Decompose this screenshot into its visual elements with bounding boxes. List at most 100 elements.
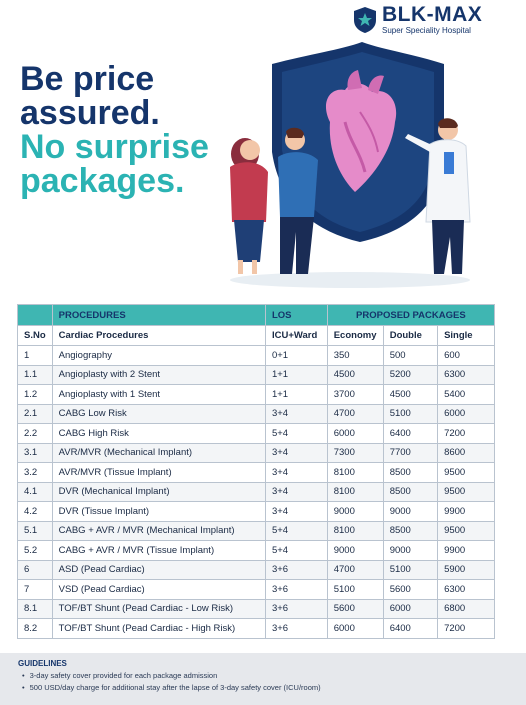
header-los: LOS (264, 304, 328, 326)
cell-los: 3+4 (264, 403, 328, 424)
cell-economy: 6000 (326, 618, 384, 639)
cell-economy: 8100 (326, 462, 384, 483)
col-sno: S.No (17, 325, 53, 346)
cell-los: 3+6 (264, 598, 328, 619)
cell-single: 9900 (437, 540, 495, 561)
cell-sno: 4.1 (17, 481, 53, 502)
table-row: 3.2 AVR/MVR (Tissue Implant) 3+4 8100 8500 95… (17, 462, 495, 483)
cell-economy: 7300 (326, 442, 384, 463)
cell-double: 6400 (382, 423, 439, 444)
table-row: 8.1 TOF/BT Shunt (Pead Cardiac - Low Risk… (17, 598, 495, 619)
table-row: 6 ASD (Pead Cardiac) 3+6 4700 5100 5900 (17, 559, 495, 580)
table-row: 7 VSD (Pead Cardiac) 3+6 5100 5600 6300 (17, 579, 495, 600)
cell-procedure: Angiography (51, 345, 266, 366)
col-procedure: Cardiac Procedures (51, 325, 266, 346)
cell-los: 3+6 (264, 579, 328, 600)
cell-economy: 9000 (326, 501, 384, 522)
cell-economy: 3700 (326, 384, 384, 405)
cell-single: 7200 (437, 423, 495, 444)
cell-procedure: CABG Low Risk (51, 403, 266, 424)
guideline-item: 500 USD/day charge for additional stay a… (18, 682, 508, 694)
cell-procedure: Angioplasty with 1 Stent (51, 384, 266, 405)
cell-procedure: TOF/BT Shunt (Pead Cardiac - High Risk) (51, 618, 266, 639)
cell-los: 3+4 (264, 442, 328, 463)
col-single: Single (437, 325, 495, 346)
cell-los: 1+1 (264, 364, 328, 385)
headline-line-3: No surprise (20, 128, 209, 166)
cell-procedure: TOF/BT Shunt (Pead Cardiac - Low Risk) (51, 598, 266, 619)
heart-icon (325, 70, 397, 192)
cell-economy: 5600 (326, 598, 384, 619)
cell-economy: 8100 (326, 520, 384, 541)
header-procedures: PROCEDURES (51, 304, 266, 326)
cell-double: 8500 (382, 462, 439, 483)
cell-economy: 6000 (326, 423, 384, 444)
cell-single: 9900 (437, 501, 495, 522)
cell-sno: 2.2 (17, 423, 53, 444)
cell-los: 5+4 (264, 423, 328, 444)
cell-economy: 5100 (326, 579, 384, 600)
cell-sno: 1.2 (17, 384, 53, 405)
cell-los: 3+4 (264, 481, 328, 502)
table-group-header-row: PROCEDURES LOS PROPOSED PACKAGES (17, 304, 496, 326)
table-row: 1.2 Angioplasty with 1 Stent 1+1 3700 4500 54… (17, 384, 495, 405)
cell-los: 3+6 (264, 618, 328, 639)
guideline-item: 3-day safety cover provided for each pac… (18, 670, 508, 682)
cell-procedure: AVR/MVR (Tissue Implant) (51, 462, 266, 483)
cell-single: 600 (437, 345, 495, 366)
cell-sno: 3.1 (17, 442, 53, 463)
cell-los: 3+4 (264, 501, 328, 522)
cell-los: 1+1 (264, 384, 328, 405)
cell-single: 6000 (437, 403, 495, 424)
cell-los: 5+4 (264, 520, 328, 541)
cell-economy: 4500 (326, 364, 384, 385)
cell-procedure: ASD (Pead Cardiac) (51, 559, 266, 580)
guidelines-title: GUIDELINES (18, 659, 67, 668)
cell-double: 5200 (382, 364, 439, 385)
table-body: 1 Angiography 0+1 350 500 600 1.1 Angioplasty w… (17, 345, 495, 639)
cell-double: 8500 (382, 520, 439, 541)
price-table: PROCEDURES LOS PROPOSED PACKAGES S.No Ca… (17, 304, 496, 639)
cell-double: 7700 (382, 442, 439, 463)
cell-procedure: CABG High Risk (51, 423, 266, 444)
cell-procedure: CABG + AVR / MVR (Mechanical Implant) (51, 520, 266, 541)
header-proposed-packages: PROPOSED PACKAGES (326, 304, 496, 326)
cell-procedure: AVR/MVR (Mechanical Implant) (51, 442, 266, 463)
cell-sno: 5.2 (17, 540, 53, 561)
col-icu-ward: ICU+Ward (264, 325, 328, 346)
cell-sno: 3.2 (17, 462, 53, 483)
cell-single: 6800 (437, 598, 495, 619)
cell-sno: 8.2 (17, 618, 53, 639)
table-row: 1.1 Angioplasty with 2 Stent 1+1 4500 5200 63… (17, 364, 495, 385)
cell-economy: 9000 (326, 540, 384, 561)
cell-sno: 6 (17, 559, 53, 580)
cell-los: 3+4 (264, 462, 328, 483)
cell-single: 5400 (437, 384, 495, 405)
table-row: 2.2 CABG High Risk 5+4 6000 6400 7200 (17, 423, 495, 444)
table-row: 8.2 TOF/BT Shunt (Pead Cardiac - High Ris… (17, 618, 495, 639)
table-row: 4.1 DVR (Mechanical Implant) 3+4 8100 8500 95… (17, 481, 495, 502)
heart-shield-illustration (230, 42, 471, 288)
cell-single: 7200 (437, 618, 495, 639)
cell-procedure: VSD (Pead Cardiac) (51, 579, 266, 600)
cell-single: 6300 (437, 364, 495, 385)
cell-los: 0+1 (264, 345, 328, 366)
cell-los: 5+4 (264, 540, 328, 561)
cell-single: 8600 (437, 442, 495, 463)
cell-double: 5600 (382, 579, 439, 600)
table-row: 2.1 CABG Low Risk 3+4 4700 5100 6000 (17, 403, 495, 424)
cell-double: 9000 (382, 501, 439, 522)
cell-sno: 2.1 (17, 403, 53, 424)
cell-double: 5100 (382, 403, 439, 424)
col-economy: Economy (326, 325, 384, 346)
headline-line-2: assured. (20, 94, 160, 132)
cell-economy: 350 (326, 345, 384, 366)
brand-name: BLK-MAX (382, 3, 483, 26)
table-row: 5.1 CABG + AVR / MVR (Mechanical Implant)… (17, 520, 495, 541)
table-row: 5.2 CABG + AVR / MVR (Tissue Implant) 5+4 9… (17, 540, 495, 561)
cell-sno: 7 (17, 579, 53, 600)
cell-sno: 1.1 (17, 364, 53, 385)
table-row: 1 Angiography 0+1 350 500 600 (17, 345, 495, 366)
cell-single: 9500 (437, 481, 495, 502)
cell-double: 6400 (382, 618, 439, 639)
